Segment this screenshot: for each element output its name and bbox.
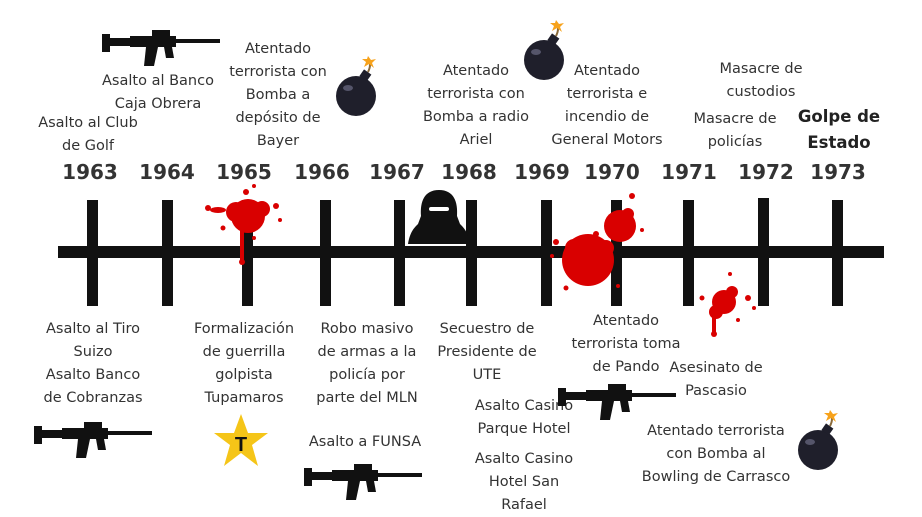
- event-1963-below: Asalto al Tiro Suizo Asalto Banco de Cobran…: [43, 321, 143, 406]
- year-label-1971: 1971: [661, 160, 717, 184]
- event-1968-below-parque-hotel: Asalto Casino Parque Hotel: [474, 398, 574, 437]
- year-label-1964: 1964: [139, 160, 195, 184]
- year-label-1963: 1963: [62, 160, 118, 184]
- event-1970-below: Atentado terrorista toma de Pando: [571, 313, 681, 375]
- event-1972-below: Atentado terrorista con Bomba al Bowling d…: [641, 423, 791, 485]
- rifle-icon: [304, 464, 422, 500]
- rifle-icon: [102, 30, 220, 66]
- event-1968-below-secuestro: Secuestro de Presidente de UTE: [437, 321, 537, 383]
- event-1964-above: Asalto al Banco Caja Obrera: [102, 73, 214, 112]
- tick-1973: [832, 200, 843, 306]
- tick-1963: [87, 200, 98, 306]
- year-label-1966: 1966: [294, 160, 350, 184]
- star-letter: T: [235, 434, 247, 456]
- event-1972-above-policias: Masacre de policías: [693, 111, 777, 150]
- event-1968-above: Atentado terrorista con Bomba a radio Ariel: [422, 63, 530, 148]
- year-label-1967: 1967: [369, 160, 425, 184]
- blood-splatter-icon: [550, 193, 644, 291]
- tick-1966: [320, 200, 331, 306]
- tick-1964: [162, 200, 173, 306]
- event-1971-below: Asesinato de Pascasio: [669, 360, 763, 399]
- tick-1968: [466, 200, 477, 306]
- hooded-figure-icon: [408, 190, 470, 244]
- year-label-1973: 1973: [810, 160, 866, 184]
- tick-1970: [611, 200, 622, 306]
- event-1965-above: Atentado terrorista con Bomba a depósito de…: [229, 41, 327, 149]
- bomb-icon: [524, 20, 564, 80]
- event-1973-above: Golpe de Estado: [797, 107, 881, 152]
- year-label-1972: 1972: [738, 160, 794, 184]
- rifle-icon: [558, 384, 676, 420]
- bomb-icon: [336, 56, 376, 116]
- tick-1969: [541, 200, 552, 306]
- tick-1965: [242, 200, 253, 306]
- year-label-1969: 1969: [514, 160, 570, 184]
- event-1966-below-funsa: Asalto a FUNSA: [308, 434, 422, 450]
- event-1968-below-san-rafael: Asalto Casino Hotel San Rafael: [474, 451, 574, 513]
- rifle-icon: [34, 422, 152, 458]
- tick-1967: [394, 200, 405, 306]
- bomb-icon: [798, 410, 838, 470]
- year-label-1968: 1968: [441, 160, 497, 184]
- year-label-1965: 1965: [216, 160, 272, 184]
- tick-1972: [758, 198, 769, 306]
- tick-1971: [683, 200, 694, 306]
- event-1970-above: Atentado terrorista e incendio de General M…: [551, 63, 663, 148]
- blood-splatter-icon: [699, 272, 756, 337]
- event-1972-above-custodios: Masacre de custodios: [719, 61, 803, 100]
- event-1965-below: Formalización de guerrilla golpista Tupamar…: [193, 321, 295, 406]
- blood-splatter-icon: [205, 184, 282, 265]
- year-label-1970: 1970: [584, 160, 640, 184]
- event-1966-below-robo: Robo masivo de armas a la policía por parte…: [316, 321, 418, 406]
- star-icon: T: [214, 414, 268, 466]
- event-1963-above: Asalto al Club de Golf: [38, 115, 138, 154]
